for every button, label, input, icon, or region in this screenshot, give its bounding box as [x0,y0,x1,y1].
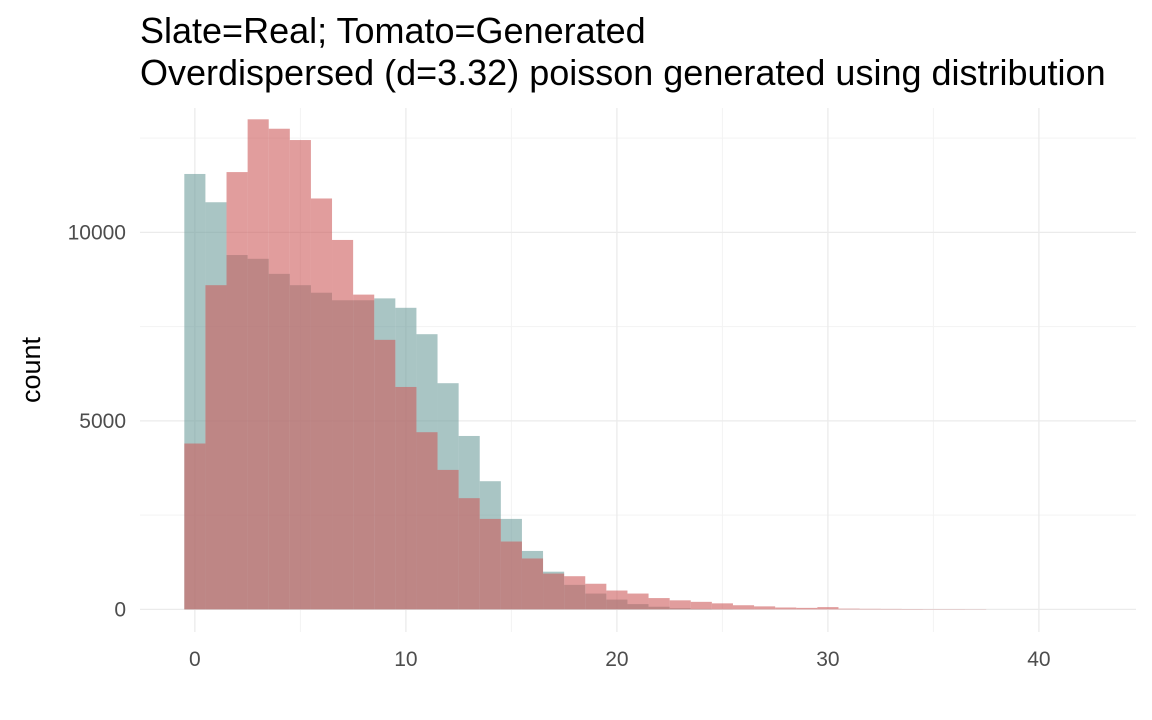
histogram-bar-series-1 [332,239,354,610]
histogram-bar-series-1 [374,339,396,610]
histogram-bar-series-1 [184,443,206,610]
histogram-bar-series-1 [268,128,290,610]
x-tick-label: 40 [1027,648,1050,671]
histogram-bar-series-1 [500,541,522,610]
histogram-bar-series-1 [606,590,628,610]
histogram-bar-series-1 [395,386,417,610]
histogram-bar-series-1 [648,598,670,610]
histogram-bar-series-1 [416,432,438,610]
histogram-bar-series-1 [543,573,565,610]
histogram-bar-series-1 [564,576,586,610]
y-axis-label: count [16,336,46,403]
y-tick-label: 5000 [79,410,126,433]
histogram-bar-series-1 [226,172,248,610]
histogram-bar-series-1 [754,606,776,610]
x-tick-label: 30 [816,648,839,671]
histogram-bar-series-1 [521,558,544,610]
histogram-bar-series-1 [585,583,607,610]
histogram-bar-series-1 [859,608,881,610]
histogram-bar-series-1 [796,607,818,610]
histogram-bar-series-1 [310,198,333,610]
histogram-bar-series-1 [353,294,375,610]
chart-subtitle: Overdispersed (d=3.32) poisson generated… [140,52,1106,93]
histogram-bar-series-1 [775,607,797,610]
histogram-bar-series-1 [690,601,712,610]
histogram-bar-series-1 [458,498,480,610]
x-axis-ticks: 0 10 20 30 40 [189,648,1051,671]
histogram-bar-series-1 [838,608,860,610]
histogram-bar-series-1 [817,607,839,610]
histogram-bar-series-1 [479,518,501,610]
x-tick-label: 10 [394,648,417,671]
y-axis-ticks: 0 5000 10000 [68,221,126,621]
x-tick-label: 20 [605,648,628,671]
histogram-bar-series-1 [437,469,459,610]
histogram-bar-series-1 [627,593,649,610]
y-tick-label: 0 [114,598,126,621]
histogram-bar-series-1 [289,140,311,610]
histogram-bar-series-1 [669,600,691,610]
histogram-bar-series-1 [205,285,227,610]
histogram-bar-series-1 [732,605,755,610]
chart-title: Slate=Real; Tomato=Generated [140,10,646,51]
y-tick-label: 10000 [68,221,126,244]
x-tick-label: 0 [189,648,201,671]
histogram-bars [184,119,987,610]
histogram-bar-series-1 [247,119,269,610]
histogram-bar-series-1 [711,603,733,610]
